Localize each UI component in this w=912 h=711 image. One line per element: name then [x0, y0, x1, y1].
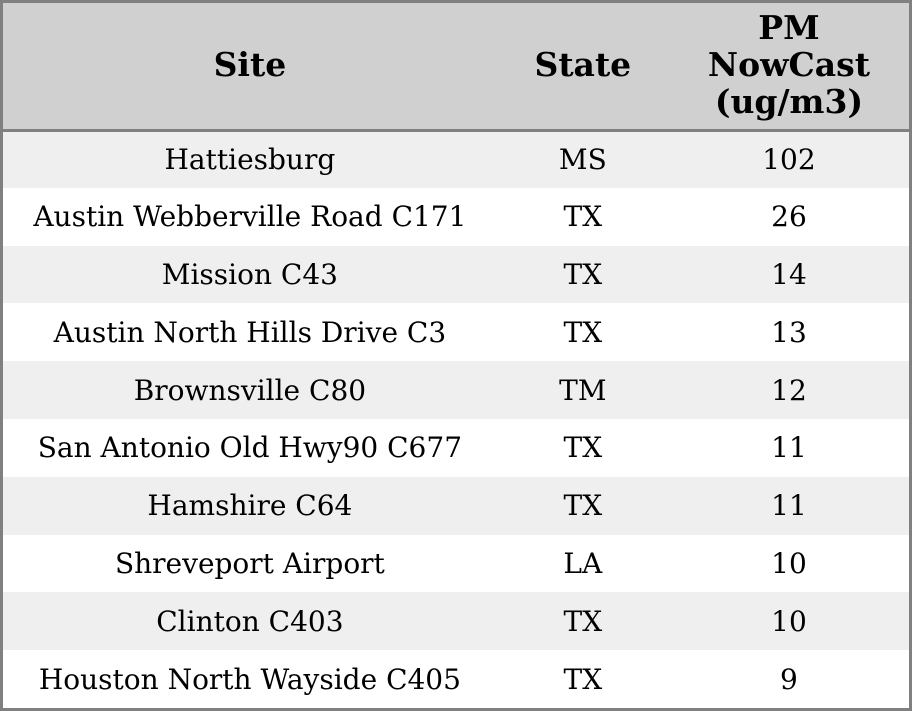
- cell-site: Austin North Hills Drive C3: [53, 315, 447, 349]
- cell-pm-nowcast: 11: [771, 489, 807, 523]
- cell-pm-nowcast: 12: [771, 373, 807, 407]
- table-row: Hamshire C64 TX 11: [3, 476, 909, 535]
- table-row: Mission C43 TX 14: [3, 245, 909, 304]
- table-body: Hattiesburg MS 102 Austin Webberville Ro…: [3, 130, 909, 708]
- cell-site: Clinton C403: [156, 604, 344, 638]
- table-row: Austin North Hills Drive C3 TX 13: [3, 303, 909, 362]
- cell-state: TX: [563, 257, 603, 291]
- cell-pm-nowcast: 10: [771, 546, 807, 580]
- cell-pm-nowcast: 13: [771, 315, 807, 349]
- table-row: San Antonio Old Hwy90 C677 TX 11: [3, 418, 909, 477]
- cell-state: TM: [559, 373, 607, 407]
- cell-state: TX: [563, 662, 603, 696]
- cell-site: Mission C43: [161, 257, 338, 291]
- cell-state: TX: [563, 200, 603, 234]
- column-header-state: State: [496, 3, 669, 132]
- table-row: Hattiesburg MS 102: [3, 130, 909, 188]
- column-header-site: Site: [3, 3, 497, 132]
- cell-site: Houston North Wayside C405: [38, 662, 461, 696]
- cell-state: TX: [563, 431, 603, 465]
- cell-pm-nowcast: 10: [771, 604, 807, 638]
- table-header: Site State PM NowCast (ug/m3): [3, 3, 909, 132]
- cell-site: Hamshire C64: [147, 489, 353, 523]
- header-row: Site State PM NowCast (ug/m3): [3, 3, 909, 132]
- cell-site: Shreveport Airport: [114, 546, 385, 580]
- cell-state: MS: [558, 143, 607, 177]
- cell-state: TX: [563, 489, 603, 523]
- table-row: Houston North Wayside C405 TX 9: [3, 650, 909, 708]
- cell-site: Austin Webberville Road C171: [33, 200, 467, 234]
- column-header-pm-nowcast: PM NowCast (ug/m3): [668, 3, 909, 132]
- cell-state: TX: [563, 604, 603, 638]
- pm-nowcast-data-table: Site State PM NowCast (ug/m3) Hattiesbur…: [3, 3, 909, 708]
- table-row: Brownsville C80 TM 12: [3, 361, 909, 419]
- cell-pm-nowcast: 11: [771, 431, 807, 465]
- table-row: Shreveport Airport LA 10: [3, 534, 909, 593]
- cell-state: LA: [563, 546, 603, 580]
- cell-site: Brownsville C80: [133, 373, 367, 407]
- cell-state: TX: [563, 315, 603, 349]
- cell-site: San Antonio Old Hwy90 C677: [37, 431, 463, 465]
- cell-pm-nowcast: 102: [762, 143, 816, 177]
- table-row: Austin Webberville Road C171 TX 26: [3, 187, 909, 246]
- cell-pm-nowcast: 14: [771, 257, 807, 291]
- cell-pm-nowcast: 9: [780, 662, 798, 696]
- table-row: Clinton C403 TX 10: [3, 592, 909, 651]
- cell-site: Hattiesburg: [164, 143, 336, 177]
- cell-pm-nowcast: 26: [771, 200, 807, 234]
